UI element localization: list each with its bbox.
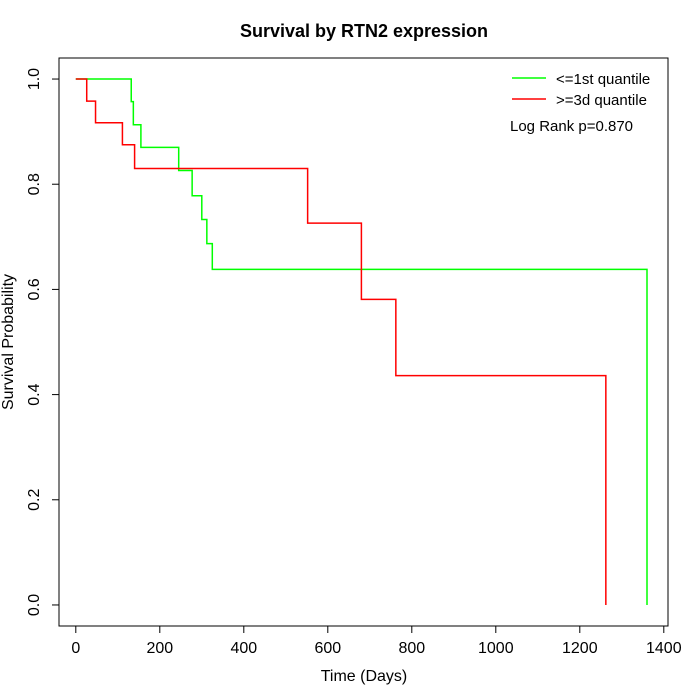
x-tick-label: 0 (71, 640, 80, 657)
y-axis-label: Survival Probability (0, 274, 17, 410)
legend-label-low: <=1st quantile (556, 71, 650, 88)
x-tick-label: 800 (398, 640, 425, 657)
x-tick-label: 1200 (562, 640, 598, 657)
legend-label-high: >=3d quantile (556, 92, 647, 109)
survival-curve-high (75, 78, 607, 605)
x-tick-label: 1400 (646, 640, 682, 657)
x-tick-label: 400 (230, 640, 257, 657)
y-tick-label: 0.8 (26, 173, 43, 195)
x-tick-label: 200 (146, 640, 173, 657)
series-group (75, 78, 648, 605)
plot-frame (58, 57, 669, 627)
survival-curve-low (75, 78, 648, 605)
y-tick-label: 0.6 (26, 278, 43, 300)
x-axis: 0 200 400 600 800 1000 1200 1400 (71, 625, 682, 657)
y-tick-label: 0.2 (26, 489, 43, 511)
y-tick-label: 0.4 (26, 383, 43, 405)
y-tick-label: 0.0 (26, 594, 43, 616)
y-axis: 0.0 0.2 0.4 0.6 0.8 1.0 (26, 68, 60, 616)
x-tick-label: 600 (314, 640, 341, 657)
chart-title: Survival by RTN2 expression (240, 21, 488, 41)
log-rank-annotation: Log Rank p=0.870 (510, 118, 633, 135)
x-tick-label: 1000 (478, 640, 514, 657)
y-tick-label: 1.0 (26, 68, 43, 90)
x-axis-label: Time (Days) (321, 668, 408, 685)
legend: <=1st quantile >=3d quantile (512, 71, 650, 109)
